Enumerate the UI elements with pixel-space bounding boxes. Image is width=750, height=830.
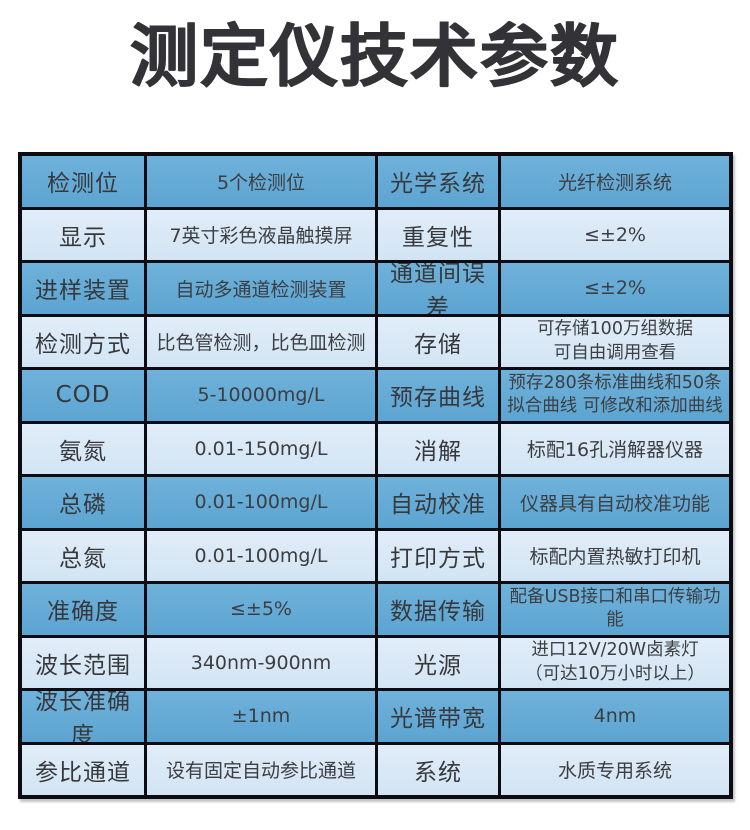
spec-value: 自动多通道检测装置 [147, 263, 375, 314]
spec-value: ≤±5% [147, 584, 375, 635]
spec-value: 预存280条标准曲线和50条 拟合曲线 可修改和添加曲线 [501, 370, 729, 421]
spec-value: 7英寸彩色液晶触摸屏 [147, 209, 375, 260]
spec-label: 系统 [378, 744, 498, 795]
spec-label: 光谱带宽 [378, 691, 498, 742]
spec-label: 检测方式 [22, 316, 144, 367]
spec-value: 0.01-100mg/L [147, 530, 375, 581]
spec-label: 自动校准 [378, 477, 498, 528]
spec-label: 消解 [378, 423, 498, 474]
spec-label: 准确度 [22, 584, 144, 635]
spec-value: 5个检测位 [147, 156, 375, 207]
spec-value: 标配16孔消解器仪器 [501, 423, 729, 474]
spec-label: 光源 [378, 637, 498, 688]
spec-value: 配备USB接口和串口传输功能 [501, 584, 729, 635]
spec-label: 数据传输 [378, 584, 498, 635]
spec-label: 总磷 [22, 477, 144, 528]
spec-label: 打印方式 [378, 530, 498, 581]
spec-value: 0.01-100mg/L [147, 477, 375, 528]
page-title: 测定仪技术参数 [129, 18, 620, 97]
spec-value: 0.01-150mg/L [147, 423, 375, 474]
spec-label: 波长准确度 [22, 691, 144, 742]
spec-value: 光纤检测系统 [501, 156, 729, 207]
spec-value: 4nm [501, 691, 729, 742]
spec-value: 可存储100万组数据 可自由调用查看 [501, 316, 729, 367]
spec-value: ≤±2% [501, 209, 729, 260]
spec-label: 进样装置 [22, 263, 144, 314]
spec-value: 仪器具有自动校准功能 [501, 477, 729, 528]
spec-label: 存储 [378, 316, 498, 367]
spec-value: 水质专用系统 [501, 744, 729, 795]
spec-label: 总氮 [22, 530, 144, 581]
spec-value: ≤±2% [501, 263, 729, 314]
spec-label: 氨氮 [22, 423, 144, 474]
spec-table: 检测位 5个检测位 光学系统 光纤检测系统显示 7英寸彩色液晶触摸屏 重复性 ≤±2% 进样装… [18, 152, 733, 799]
spec-label: 参比通道 [22, 744, 144, 795]
spec-label: 通道间误差 [378, 263, 498, 314]
spec-label: 光学系统 [378, 156, 498, 207]
spec-value: 设有固定自动参比通道 [147, 744, 375, 795]
spec-label: 检测位 [22, 156, 144, 207]
spec-label: 显示 [22, 209, 144, 260]
spec-value: 标配内置热敏打印机 [501, 530, 729, 581]
spec-label: COD [22, 370, 144, 421]
spec-label: 预存曲线 [378, 370, 498, 421]
spec-value: 进口12V/20W卤素灯 （可达10万小时以上） [501, 637, 729, 688]
spec-label: 重复性 [378, 209, 498, 260]
spec-value: 340nm-900nm [147, 637, 375, 688]
spec-label: 波长范围 [22, 637, 144, 688]
spec-value: 5-10000mg/L [147, 370, 375, 421]
spec-value: ±1nm [147, 691, 375, 742]
spec-value: 比色管检测，比色皿检测 [147, 316, 375, 367]
